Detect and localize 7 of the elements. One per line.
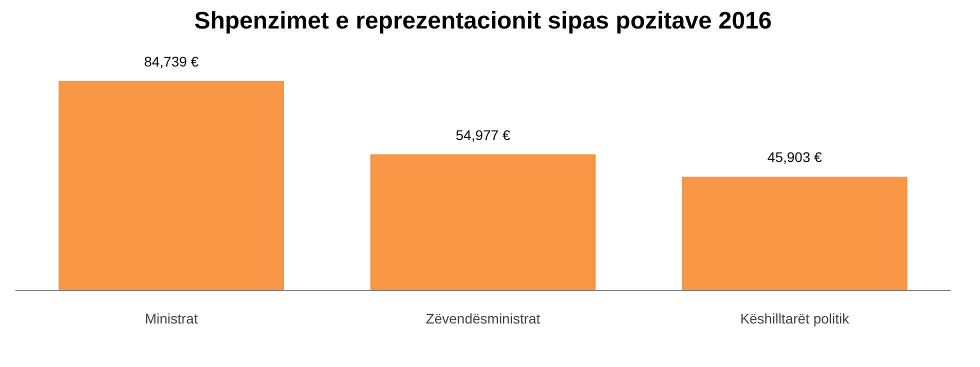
x-tick-label: Këshilltarët politik xyxy=(740,310,850,326)
chart-title: Shpenzimet e reprezentacionit sipas pozitave 2016 xyxy=(194,8,772,34)
x-tick-label: Zëvendësministrat xyxy=(426,310,540,326)
x-tick-label: Ministrat xyxy=(144,310,198,326)
data-label: 54,977 € xyxy=(456,126,510,143)
data-label: 45,903 € xyxy=(767,149,822,166)
data-label: 84,739 € xyxy=(144,53,199,70)
